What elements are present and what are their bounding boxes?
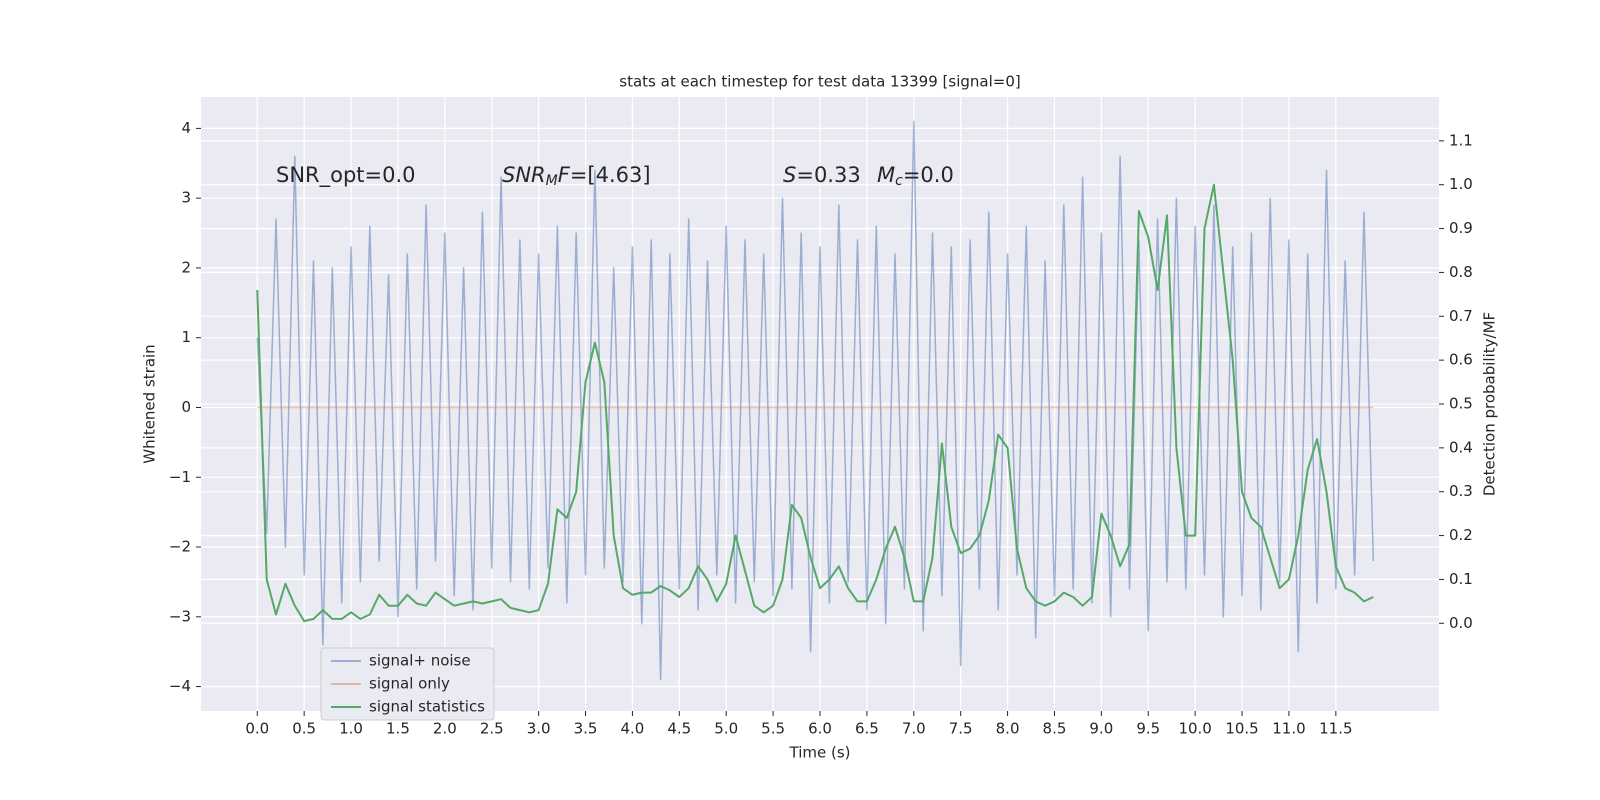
annotation-part: SNR_opt=0.0 — [276, 163, 416, 188]
x-tick-label: 4.5 — [667, 720, 691, 738]
y2-tick-label: 0.6 — [1449, 351, 1473, 369]
y2-tick-label: 0.8 — [1449, 263, 1473, 281]
legend-label: signal+ noise — [369, 652, 471, 670]
x-tick-label: 8.0 — [996, 720, 1020, 738]
annotation-part: F — [558, 163, 571, 187]
y2-tick-label: 0.5 — [1449, 395, 1473, 413]
annotation-part: S — [783, 163, 796, 187]
x-tick-label: 2.5 — [480, 720, 504, 738]
series-line — [256, 183, 1374, 623]
x-tick-label: 7.5 — [949, 720, 973, 738]
x-tick-label: 5.0 — [714, 720, 738, 738]
annotation-part: SNR — [502, 163, 546, 187]
y-tick-label: 4 — [181, 119, 191, 137]
annotation-part: =[4.63] — [570, 163, 651, 187]
annotation-part: c — [895, 173, 903, 189]
y2-tick-label: 0.1 — [1449, 570, 1473, 588]
x-tick-label: 10.0 — [1178, 720, 1211, 738]
x-tick-label: 1.5 — [386, 720, 410, 738]
x-tick-label: 10.5 — [1225, 720, 1258, 738]
y-tick-label: −4 — [169, 677, 191, 695]
x-tick-label: 9.5 — [1136, 720, 1160, 738]
annotation: SNRMF=[4.63] — [502, 163, 651, 189]
y2-tick-label: 0.3 — [1449, 482, 1473, 500]
y2-axis-label: Detection probability/MF — [1481, 312, 1499, 496]
series-line — [256, 120, 1375, 681]
y-tick-label: −1 — [169, 468, 191, 486]
y-axis-label: Whitened strain — [141, 344, 159, 463]
y-tick-label: 0 — [181, 398, 191, 416]
legend-label: signal statistics — [369, 698, 485, 716]
y2-tick-label: 0.0 — [1449, 614, 1473, 632]
y-tick-label: 3 — [181, 189, 191, 207]
x-tick-label: 8.5 — [1043, 720, 1067, 738]
y2-tick-label: 0.2 — [1449, 526, 1473, 544]
x-tick-label: 7.0 — [902, 720, 926, 738]
x-tick-label: 9.0 — [1089, 720, 1113, 738]
x-tick-label: 5.5 — [761, 720, 785, 738]
y-tick-label: −3 — [169, 607, 191, 625]
x-tick-label: 1.0 — [339, 720, 363, 738]
annotation: Mc=0.0 — [877, 163, 954, 189]
x-tick-label: 6.5 — [855, 720, 879, 738]
y-tick-label: 1 — [181, 328, 191, 346]
y2-tick-label: 1.0 — [1449, 175, 1473, 193]
y-tick-label: 2 — [181, 258, 191, 276]
x-tick-label: 6.0 — [808, 720, 832, 738]
annotation-part: M — [546, 173, 558, 189]
annotation-part: M — [877, 163, 895, 187]
annotation-part: =0.33 — [796, 163, 860, 187]
x-tick-label: 2.0 — [433, 720, 457, 738]
x-tick-label: 4.0 — [620, 720, 644, 738]
annotation: S=0.33 — [783, 163, 861, 187]
x-tick-label: 3.0 — [527, 720, 551, 738]
y2-tick-label: 0.9 — [1449, 219, 1473, 237]
y-tick-label: −2 — [169, 538, 191, 556]
x-tick-label: 0.5 — [292, 720, 316, 738]
x-axis-label: Time (s) — [789, 744, 851, 762]
annotation-part: =0.0 — [903, 163, 954, 187]
legend-label: signal only — [369, 675, 450, 693]
y2-tick-label: 0.4 — [1449, 438, 1473, 456]
x-tick-label: 11.5 — [1319, 720, 1352, 738]
x-tick-label: 11.0 — [1272, 720, 1305, 738]
x-tick-label: 3.5 — [574, 720, 598, 738]
x-tick-label: 0.0 — [245, 720, 269, 738]
legend-box — [320, 647, 495, 721]
y2-tick-label: 1.1 — [1449, 131, 1473, 149]
annotation: SNR_opt=0.0 — [276, 163, 416, 188]
chart-title: stats at each timestep for test data 133… — [619, 73, 1020, 91]
y2-tick-label: 0.7 — [1449, 307, 1473, 325]
